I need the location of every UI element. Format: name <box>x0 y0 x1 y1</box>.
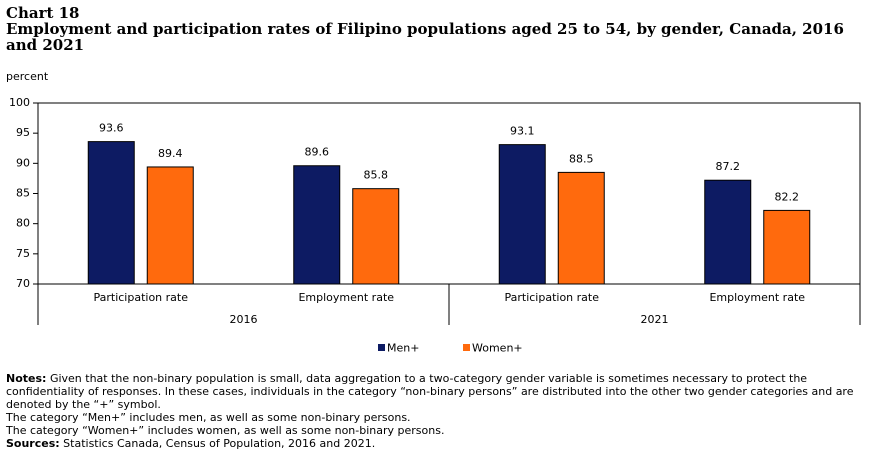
x-tick-label: Participation rate <box>93 291 188 304</box>
chart-title: Employment and participation rates of Fi… <box>6 20 844 54</box>
note-line: The category “Men+” includes men, as wel… <box>6 411 411 424</box>
bar <box>146 166 194 285</box>
notes-label: Notes: <box>6 372 47 385</box>
y-tick-label: 70 <box>16 277 30 290</box>
value-label: 88.5 <box>569 152 594 165</box>
legend-swatch <box>463 344 470 351</box>
sources-label: Sources: <box>6 437 60 450</box>
bar <box>704 179 752 285</box>
x-tick-label: Employment rate <box>298 291 394 304</box>
note-line: The category “Women+” includes women, as… <box>6 424 445 437</box>
bar <box>87 141 135 285</box>
y-axis-label: percent <box>6 70 49 83</box>
notes: Notes: Given that the non-binary populat… <box>6 372 858 450</box>
value-label: 89.6 <box>305 146 330 159</box>
notes-text: Given that the non-binary population is … <box>6 372 854 411</box>
group-label: 2016 <box>230 313 258 326</box>
legend-swatch <box>378 344 385 351</box>
value-label: 93.1 <box>510 125 535 138</box>
x-tick-label: Participation rate <box>504 291 599 304</box>
group-label: 2021 <box>641 313 669 326</box>
y-tick-label: 100 <box>9 96 30 109</box>
header: Chart 18 Employment and participation ra… <box>6 5 856 53</box>
bar <box>557 171 605 285</box>
value-label: 82.2 <box>775 190 800 203</box>
legend-label: Women+ <box>472 342 523 355</box>
y-tick-label: 85 <box>16 187 30 200</box>
x-tick-label: Employment rate <box>709 291 805 304</box>
value-label: 87.2 <box>716 160 741 173</box>
bar <box>293 165 341 285</box>
y-tick-label: 90 <box>16 156 30 169</box>
chart-label: Chart 18 <box>6 4 80 22</box>
y-tick-label: 75 <box>16 247 30 260</box>
chart: percent 70 75 80 85 90 95 100 2016 2021 Participa… <box>6 70 861 355</box>
legend-label: Men+ <box>387 342 419 355</box>
y-tick-label: 95 <box>16 126 30 139</box>
notes-paragraph: Notes: Given that the non-binary populat… <box>6 372 858 411</box>
value-label: 89.4 <box>158 147 183 160</box>
bar <box>352 188 400 285</box>
bar <box>498 144 546 285</box>
bar <box>763 209 811 285</box>
value-label: 85.8 <box>364 169 389 182</box>
sources: Sources: Statistics Canada, Census of Po… <box>6 437 858 450</box>
y-tick-label: 80 <box>16 217 30 230</box>
value-label: 93.6 <box>99 122 124 135</box>
sources-text: Statistics Canada, Census of Population,… <box>63 437 376 450</box>
